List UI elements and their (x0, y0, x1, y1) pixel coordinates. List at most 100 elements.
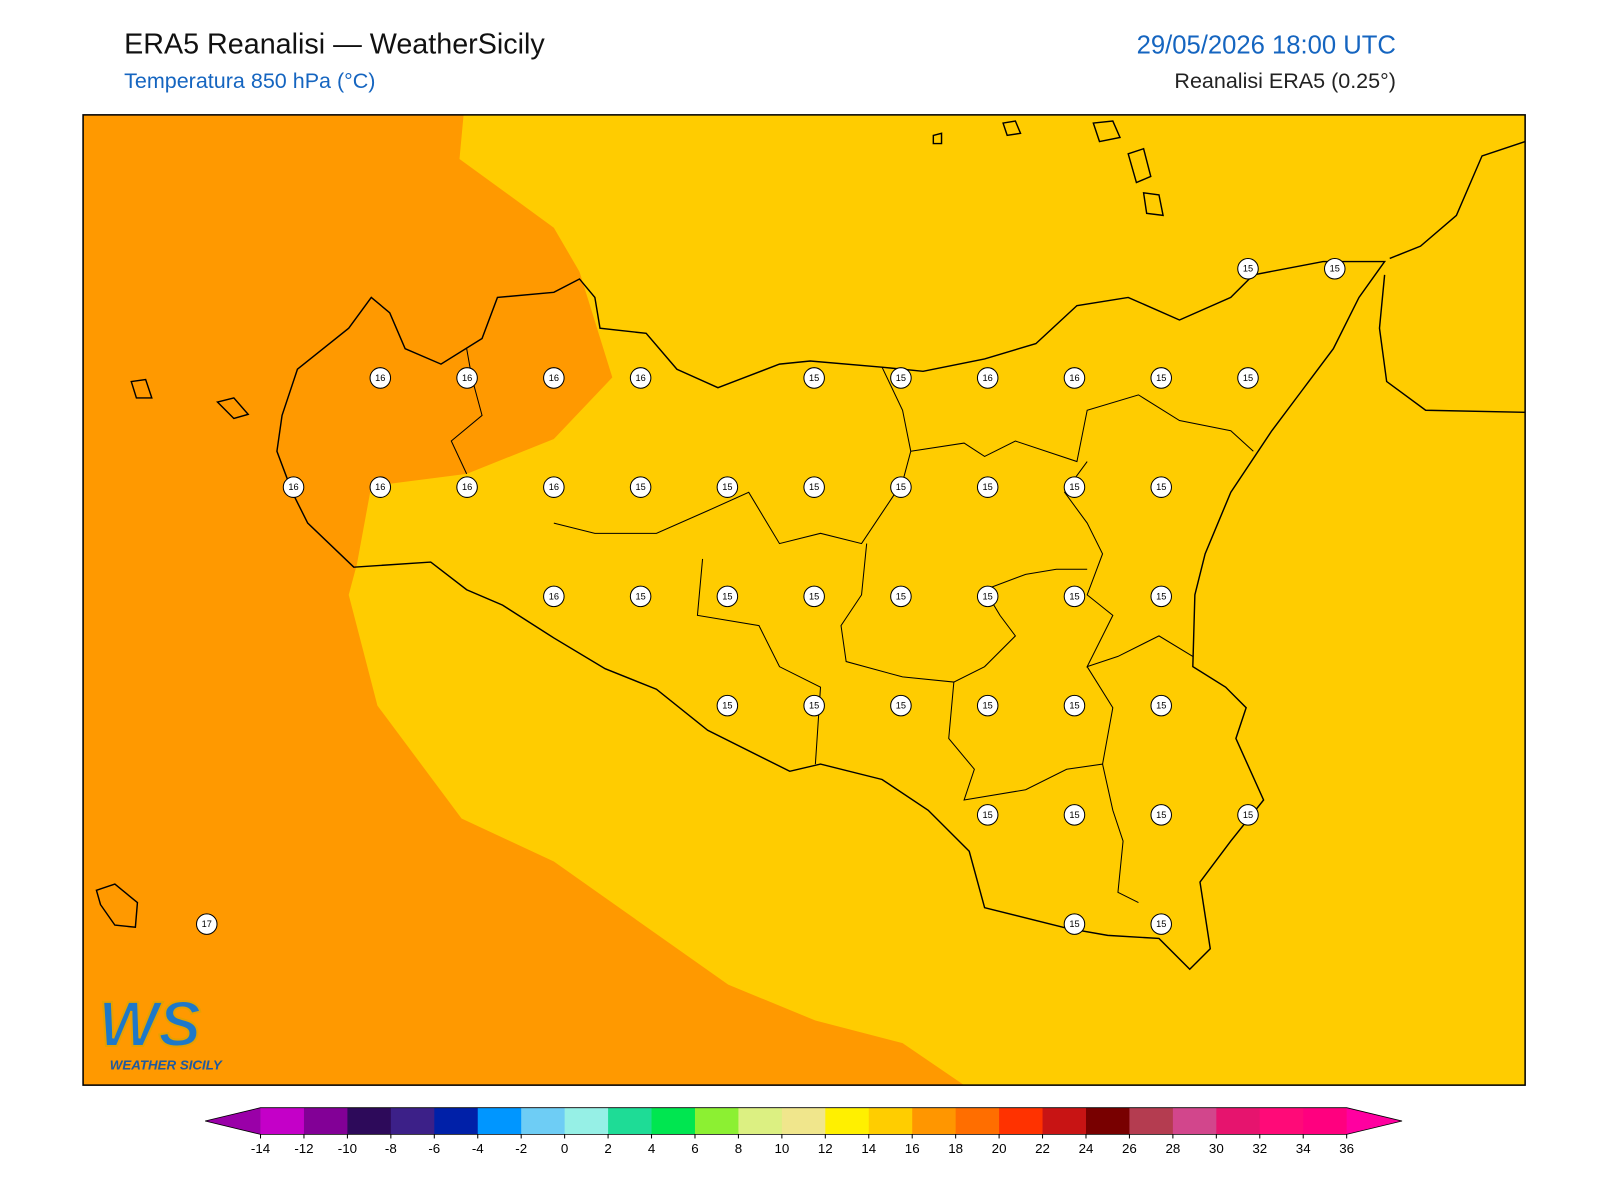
colorbar-tick-label: 0 (561, 1141, 568, 1156)
point-marker (1237, 367, 1259, 389)
colorbar-tick-label: 10 (774, 1141, 789, 1156)
point-values: 15 15 16 16 16 16 15 15 16 16 15 15 16 16 16 16 15 15 15 15… (196, 257, 1346, 935)
point-value: 15 (635, 591, 645, 601)
grid-point: 15 (803, 585, 825, 608)
colorbar-tick-label: 22 (1035, 1141, 1050, 1156)
colorbar-tick-label: 24 (1079, 1141, 1094, 1156)
point-value: 16 (549, 482, 559, 492)
grid-point: 15 (1237, 367, 1259, 389)
colorbar-tick-label: 4 (648, 1141, 656, 1156)
colorbar-tick-label: -6 (428, 1141, 440, 1156)
colorbar-segment (651, 1107, 696, 1135)
point-marker (976, 476, 999, 498)
point-marker (1150, 804, 1172, 826)
point-marker (890, 585, 912, 608)
colorbar-segment (434, 1107, 479, 1135)
grid-point: 15 (1063, 476, 1086, 498)
colorbar-extend-low (205, 1107, 261, 1135)
grid-point: 15 (1063, 585, 1086, 608)
colorbar-segment (999, 1107, 1044, 1135)
point-value: 15 (809, 482, 819, 492)
point-value: 15 (1156, 919, 1166, 929)
point-value: 16 (1069, 373, 1079, 383)
point-value: 15 (1069, 701, 1079, 711)
colorbar-tick-label: -10 (338, 1141, 357, 1156)
grid-point: 15 (1063, 694, 1086, 717)
point-marker (716, 694, 739, 717)
grid-point: 15 (1237, 257, 1259, 280)
colorbar-segment (912, 1107, 957, 1135)
grid-point: 16 (1063, 367, 1086, 389)
colorbar-segment (390, 1107, 435, 1135)
grid-point: 16 (369, 476, 392, 498)
logo: WS WEATHER SICILY (97, 988, 223, 1073)
colorbar-tick-label: 2 (604, 1141, 611, 1156)
point-marker (976, 804, 999, 826)
point-value: 15 (983, 810, 993, 820)
point-value: 15 (896, 482, 906, 492)
colorbar-tick-label: -4 (472, 1141, 484, 1156)
colorbar-tick-label: 18 (948, 1141, 963, 1156)
colorbar-tick-label: 12 (818, 1141, 833, 1156)
grid-point: 15 (890, 694, 912, 717)
colorbar-tick-label: 8 (735, 1141, 742, 1156)
grid-point: 15 (803, 694, 825, 717)
colorbar-segment (738, 1107, 783, 1135)
point-marker (1063, 476, 1086, 498)
point-marker (1063, 913, 1086, 935)
colorbar: -14 -12 -10 -8 -6 -4 -2 0 2 4 6 8 10 12 14 16 18 20 22 24 26… (205, 1107, 1403, 1156)
point-marker (803, 367, 825, 389)
point-marker (803, 476, 825, 498)
point-marker (629, 585, 652, 608)
point-value: 15 (1069, 591, 1079, 601)
point-marker (456, 367, 478, 389)
point-marker (890, 694, 912, 717)
colorbar-segment (1259, 1107, 1304, 1135)
point-value: 15 (809, 701, 819, 711)
colorbar-segment (694, 1107, 739, 1135)
grid-point: 15 (976, 694, 999, 717)
colorbar-segment (955, 1107, 1000, 1135)
point-marker (1150, 694, 1172, 717)
point-value: 15 (896, 373, 906, 383)
point-marker (369, 367, 392, 389)
point-value: 15 (896, 701, 906, 711)
point-value: 15 (722, 482, 732, 492)
grid-point: 15 (716, 694, 739, 717)
point-value: 15 (1243, 264, 1253, 274)
colorbar-segment (347, 1107, 392, 1135)
map-area: 15 15 16 16 16 16 15 15 16 16 15 15 16 16 16 16 15 15 15 15… (83, 114, 1526, 1086)
grid-point: 15 (976, 804, 999, 826)
logo-name: WEATHER SICILY (110, 1058, 223, 1073)
grid-point: 15 (1150, 804, 1172, 826)
point-marker (1063, 367, 1086, 389)
point-marker (976, 694, 999, 717)
point-marker (282, 476, 305, 498)
grid-point: 16 (543, 476, 565, 498)
point-value: 16 (462, 482, 472, 492)
point-value: 15 (1069, 482, 1079, 492)
grid-point: 15 (890, 476, 912, 498)
colorbar-segment (868, 1107, 913, 1135)
point-value: 15 (809, 591, 819, 601)
point-marker (543, 476, 565, 498)
point-marker (629, 367, 652, 389)
point-value: 15 (983, 482, 993, 492)
colorbar-tick-label: 28 (1165, 1141, 1180, 1156)
grid-point: 16 (369, 367, 392, 389)
grid-point: 16 (976, 367, 999, 389)
point-value: 15 (1243, 810, 1253, 820)
colorbar-tick-label: 6 (691, 1141, 698, 1156)
colorbar-tick-label: 20 (992, 1141, 1007, 1156)
logo-mark: WS (98, 989, 200, 1060)
point-marker (1324, 257, 1346, 280)
grid-point: 15 (716, 585, 739, 608)
point-marker (803, 585, 825, 608)
point-marker (369, 476, 392, 498)
point-marker (890, 367, 912, 389)
grid-point: 15 (1063, 804, 1086, 826)
point-marker (803, 694, 825, 717)
colorbar-tick-label: -8 (385, 1141, 397, 1156)
